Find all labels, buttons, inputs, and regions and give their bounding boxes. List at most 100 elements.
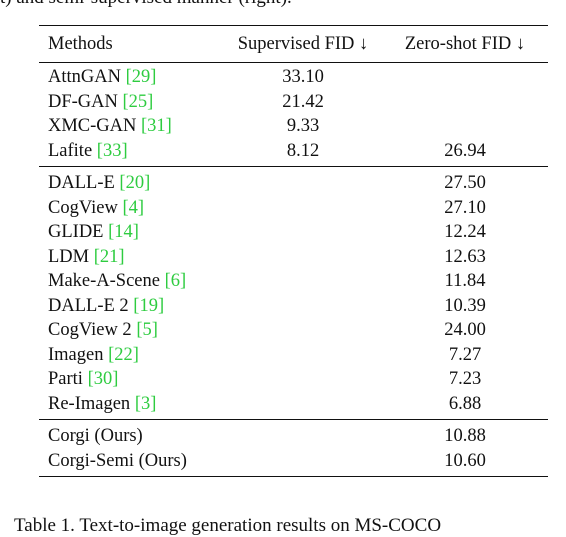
citation-link[interactable]: [22] (108, 344, 139, 365)
supervised-fid-cell (224, 269, 382, 294)
method-name: AttnGAN (48, 67, 126, 87)
citation-link[interactable]: [29] (125, 67, 157, 87)
method-name: Imagen (48, 344, 109, 365)
zeroshot-fid-cell: 12.24 (444, 222, 486, 242)
zeroshot-fid-cell: 11.84 (444, 271, 486, 291)
method-name: LDM (48, 246, 94, 267)
zeroshot-fid-cell: 7.23 (448, 369, 482, 389)
zeroshot-fid-cell: 10.39 (444, 295, 486, 316)
group-supervised-methods: AttnGAN [29] 33.10 DF-GAN [25] 21.42 XMC-GAN… (39, 62, 548, 167)
method-name: Make-A-Scene (48, 271, 165, 291)
table-row: Corgi (Ours) 10.88 (39, 420, 548, 449)
supervised-fid-cell (224, 367, 382, 392)
method-name: CogView 2 (48, 320, 137, 340)
citation-link[interactable]: [6] (164, 271, 187, 291)
citation-link[interactable]: [30] (87, 369, 119, 389)
header-row: Methods Supervised FID ↓ Zero-shot FID ↓ (39, 25, 548, 63)
zeroshot-fid-cell: 6.88 (448, 393, 482, 414)
citation-link[interactable]: [19] (133, 295, 165, 316)
method-cell: CogView 2 [5] (39, 318, 224, 343)
method-cell: XMC-GAN [31] (39, 114, 224, 139)
table-row: Lafite [33] 8.12 26.94 (39, 139, 548, 167)
citation-link[interactable]: [3] (134, 393, 157, 414)
method-cell: Re-Imagen [3] (39, 392, 224, 420)
header-supervised-fid: Supervised FID ↓ (237, 34, 369, 54)
table-header: Methods Supervised FID ↓ Zero-shot FID ↓ (39, 25, 548, 63)
zeroshot-fid-cell: 27.10 (444, 197, 486, 218)
supervised-fid-cell: 8.12 (286, 140, 320, 161)
table-row: GLIDE [14] 12.24 (39, 220, 548, 245)
supervised-fid-cell (224, 318, 382, 343)
zeroshot-fid-cell: 7.27 (448, 344, 482, 365)
header-zeroshot-fid: Zero-shot FID ↓ (404, 34, 526, 54)
table-row: CogView [4] 27.10 (39, 196, 548, 221)
table-row: DALL-E [20] 27.50 (39, 167, 548, 196)
method-cell: GLIDE [14] (39, 220, 224, 245)
zeroshot-fid-cell: 12.63 (444, 246, 486, 267)
method-cell: Corgi-Semi (Ours) (39, 449, 224, 477)
supervised-fid-cell (224, 220, 382, 245)
method-cell: Corgi (Ours) (39, 420, 224, 449)
method-name: XMC-GAN (48, 116, 142, 136)
table-row: Corgi-Semi (Ours) 10.60 (39, 449, 548, 477)
zeroshot-fid-cell (382, 90, 548, 115)
table-row: CogView 2 [5] 24.00 (39, 318, 548, 343)
citation-link[interactable]: [5] (136, 320, 158, 340)
method-cell: Make-A-Scene [6] (39, 269, 224, 294)
supervised-fid-cell (224, 449, 382, 477)
supervised-fid-cell (224, 196, 382, 221)
supervised-fid-cell (224, 343, 382, 368)
citation-link[interactable]: [33] (96, 140, 128, 161)
supervised-fid-cell (224, 294, 382, 319)
supervised-fid-cell (224, 420, 382, 449)
method-name: DALL-E 2 (48, 295, 134, 316)
method-name: DF-GAN (48, 91, 123, 112)
citation-link[interactable]: [21] (93, 246, 125, 267)
method-cell: AttnGAN [29] (39, 63, 224, 90)
caption-fragment-top: t) and semi-supervised manner (right). (0, 0, 292, 9)
zeroshot-fid-cell: 24.00 (444, 320, 486, 340)
method-cell: DF-GAN [25] (39, 90, 224, 115)
zeroshot-fid-cell (382, 63, 548, 90)
header-methods: Methods (48, 34, 113, 54)
method-cell: Parti [30] (39, 367, 224, 392)
zeroshot-fid-cell: 26.94 (444, 140, 486, 161)
supervised-fid-cell (224, 245, 382, 270)
citation-link[interactable]: [20] (119, 173, 151, 193)
method-cell: Lafite [33] (39, 139, 224, 167)
table-row: Imagen [22] 7.27 (39, 343, 548, 368)
supervised-fid-cell: 9.33 (286, 116, 320, 136)
method-cell: DALL-E 2 [19] (39, 294, 224, 319)
table-row: Make-A-Scene [6] 11.84 (39, 269, 548, 294)
method-name: CogView (48, 197, 123, 218)
method-name: Lafite (48, 140, 97, 161)
group-zeroshot-methods: DALL-E [20] 27.50 CogView [4] 27.10 GLIDE [1… (39, 166, 548, 420)
zeroshot-fid-cell (382, 114, 548, 139)
caption-fragment-bottom: Table 1. Text-to-image generation result… (14, 515, 442, 536)
method-name: Re-Imagen (48, 393, 135, 414)
zeroshot-fid-cell: 10.88 (444, 426, 486, 446)
zeroshot-fid-cell: 27.50 (444, 173, 486, 193)
method-cell: Imagen [22] (39, 343, 224, 368)
citation-link[interactable]: [25] (122, 91, 154, 112)
method-name: DALL-E (48, 173, 120, 193)
results-table: Methods Supervised FID ↓ Zero-shot FID ↓… (39, 25, 548, 477)
citation-link[interactable]: [4] (122, 197, 145, 218)
citation-link[interactable]: [14] (108, 222, 139, 242)
method-name: Parti (48, 369, 88, 389)
table-row: Parti [30] 7.23 (39, 367, 548, 392)
supervised-fid-cell: 21.42 (282, 91, 324, 112)
method-name: Corgi (Ours) (48, 426, 143, 446)
supervised-fid-cell (224, 392, 382, 420)
supervised-fid-cell (224, 167, 382, 196)
method-name: GLIDE (48, 222, 109, 242)
citation-link[interactable]: [31] (141, 116, 172, 136)
table-row: XMC-GAN [31] 9.33 (39, 114, 548, 139)
table-row: DALL-E 2 [19] 10.39 (39, 294, 548, 319)
table-row: DF-GAN [25] 21.42 (39, 90, 548, 115)
method-cell: LDM [21] (39, 245, 224, 270)
table-row: AttnGAN [29] 33.10 (39, 63, 548, 90)
method-name: Corgi-Semi (Ours) (48, 450, 187, 471)
group-ours: Corgi (Ours) 10.88 Corgi-Semi (Ours) 10.60 (39, 419, 548, 477)
method-cell: CogView [4] (39, 196, 224, 221)
